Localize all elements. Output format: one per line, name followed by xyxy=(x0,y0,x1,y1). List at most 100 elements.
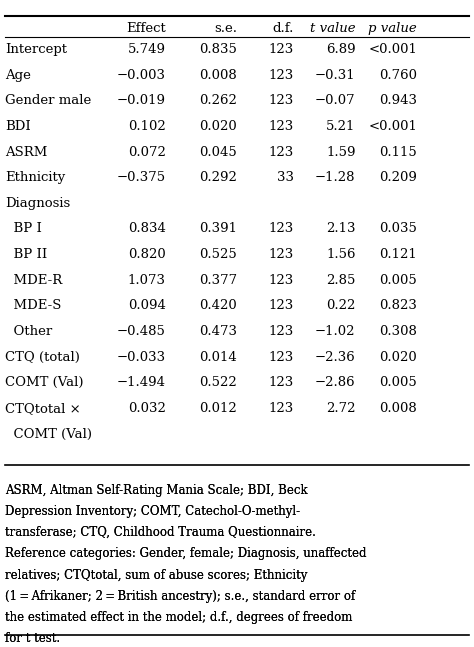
Text: transferase; CTQ, Childhood Trauma Questionnaire.: transferase; CTQ, Childhood Trauma Quest… xyxy=(5,526,316,539)
Text: relatives; CTQtotal, sum of abuse scores; Ethnicity: relatives; CTQtotal, sum of abuse scores… xyxy=(5,569,307,582)
Text: 5.21: 5.21 xyxy=(326,120,356,133)
Text: BP II: BP II xyxy=(5,248,47,261)
Text: 123: 123 xyxy=(269,223,294,236)
Text: 123: 123 xyxy=(269,325,294,338)
Text: 123: 123 xyxy=(269,94,294,107)
Text: MDE-R: MDE-R xyxy=(5,274,62,287)
Text: 123: 123 xyxy=(269,300,294,313)
Text: 2.13: 2.13 xyxy=(326,223,356,236)
Text: 2.85: 2.85 xyxy=(326,274,356,287)
Text: 0.008: 0.008 xyxy=(199,69,237,82)
Text: p value: p value xyxy=(368,23,417,36)
Text: 0.473: 0.473 xyxy=(199,325,237,338)
Text: 1.59: 1.59 xyxy=(326,146,356,159)
Text: <0.001: <0.001 xyxy=(368,43,417,56)
Text: 123: 123 xyxy=(269,274,294,287)
Text: 0.094: 0.094 xyxy=(128,300,166,313)
Text: transferase; CTQ, Childhood Trauma Questionnaire.: transferase; CTQ, Childhood Trauma Quest… xyxy=(5,526,316,539)
Text: 123: 123 xyxy=(269,351,294,364)
Text: 123: 123 xyxy=(269,377,294,389)
Text: 0.032: 0.032 xyxy=(128,402,166,415)
Text: the estimated effect in the model; d.f., degrees of freedom: the estimated effect in the model; d.f.,… xyxy=(5,611,352,624)
Text: −0.31: −0.31 xyxy=(315,69,356,82)
Text: 0.391: 0.391 xyxy=(199,223,237,236)
Text: 0.420: 0.420 xyxy=(199,300,237,313)
Text: −1.494: −1.494 xyxy=(117,377,166,389)
Text: ASRM: ASRM xyxy=(5,146,47,159)
Text: −0.019: −0.019 xyxy=(117,94,166,107)
Text: for t test.: for t test. xyxy=(5,632,60,645)
Text: 0.209: 0.209 xyxy=(379,171,417,184)
Text: CTQtotal ×: CTQtotal × xyxy=(5,402,81,415)
Text: −2.86: −2.86 xyxy=(315,377,356,389)
Text: Depression Inventory; COMT, Catechol-Ο-methyl-: Depression Inventory; COMT, Catechol-Ο-m… xyxy=(5,505,300,518)
Text: 0.072: 0.072 xyxy=(128,146,166,159)
Text: ASRM, Altman Self-Rating Mania Scale; BDI, Beck: ASRM, Altman Self-Rating Mania Scale; BD… xyxy=(5,484,307,497)
Text: relatives; CTQtotal, sum of abuse scores; Ethnicity: relatives; CTQtotal, sum of abuse scores… xyxy=(5,569,307,582)
Text: Intercept: Intercept xyxy=(5,43,67,56)
Text: 1.073: 1.073 xyxy=(128,274,166,287)
Text: Age: Age xyxy=(5,69,31,82)
Text: CTQ (total): CTQ (total) xyxy=(5,351,80,364)
Text: 123: 123 xyxy=(269,43,294,56)
Text: 0.22: 0.22 xyxy=(326,300,356,313)
Text: −0.485: −0.485 xyxy=(117,325,166,338)
Text: −2.36: −2.36 xyxy=(315,351,356,364)
Text: 0.020: 0.020 xyxy=(379,351,417,364)
Text: 0.522: 0.522 xyxy=(199,377,237,389)
Text: the estimated effect in the model; d.f., degrees of freedom: the estimated effect in the model; d.f.,… xyxy=(5,611,352,624)
Text: 123: 123 xyxy=(269,248,294,261)
Text: 0.121: 0.121 xyxy=(379,248,417,261)
Text: 0.035: 0.035 xyxy=(379,223,417,236)
Text: −0.003: −0.003 xyxy=(117,69,166,82)
Text: 123: 123 xyxy=(269,402,294,415)
Text: BDI: BDI xyxy=(5,120,30,133)
Text: 6.89: 6.89 xyxy=(326,43,356,56)
Text: 0.115: 0.115 xyxy=(379,146,417,159)
Text: Diagnosis: Diagnosis xyxy=(5,197,70,210)
Text: 123: 123 xyxy=(269,69,294,82)
Text: Effect: Effect xyxy=(126,23,166,36)
Text: 123: 123 xyxy=(269,146,294,159)
Text: 1.56: 1.56 xyxy=(326,248,356,261)
Text: 0.308: 0.308 xyxy=(379,325,417,338)
Text: t value: t value xyxy=(310,23,356,36)
Text: BP I: BP I xyxy=(5,223,42,236)
Text: 0.292: 0.292 xyxy=(199,171,237,184)
Text: (1 = Afrikaner; 2 = British ancestry); s.e., standard error of: (1 = Afrikaner; 2 = British ancestry); s… xyxy=(5,589,355,603)
Text: 0.820: 0.820 xyxy=(128,248,166,261)
Text: 0.943: 0.943 xyxy=(379,94,417,107)
Text: Depression Inventory; COMT, Catechol-Ο-methyl-: Depression Inventory; COMT, Catechol-Ο-m… xyxy=(5,505,300,518)
Text: 0.008: 0.008 xyxy=(379,402,417,415)
Text: 0.835: 0.835 xyxy=(199,43,237,56)
Text: Gender male: Gender male xyxy=(5,94,91,107)
Text: Ethnicity: Ethnicity xyxy=(5,171,65,184)
Text: (1 = Afrikaner; 2 = British ancestry); s.e., standard error of: (1 = Afrikaner; 2 = British ancestry); s… xyxy=(5,589,355,603)
Text: 33: 33 xyxy=(277,171,294,184)
Text: −1.02: −1.02 xyxy=(315,325,356,338)
Text: d.f.: d.f. xyxy=(273,23,294,36)
Text: 0.525: 0.525 xyxy=(199,248,237,261)
Text: 123: 123 xyxy=(269,120,294,133)
Text: 5.749: 5.749 xyxy=(128,43,166,56)
Text: MDE-S: MDE-S xyxy=(5,300,61,313)
Text: 0.834: 0.834 xyxy=(128,223,166,236)
Text: 0.045: 0.045 xyxy=(199,146,237,159)
Text: <0.001: <0.001 xyxy=(368,120,417,133)
Text: 0.377: 0.377 xyxy=(199,274,237,287)
Text: COMT (Val): COMT (Val) xyxy=(5,377,83,389)
Text: 0.262: 0.262 xyxy=(199,94,237,107)
Text: Other: Other xyxy=(5,325,52,338)
Text: −0.375: −0.375 xyxy=(117,171,166,184)
Text: ASRM, Altman Self-Rating Mania Scale; BDI, Beck: ASRM, Altman Self-Rating Mania Scale; BD… xyxy=(5,484,307,497)
Text: 2.72: 2.72 xyxy=(326,402,356,415)
Text: 0.760: 0.760 xyxy=(379,69,417,82)
Text: 0.102: 0.102 xyxy=(128,120,166,133)
Text: −0.07: −0.07 xyxy=(315,94,356,107)
Text: 0.823: 0.823 xyxy=(379,300,417,313)
Text: Reference categories: Gender, female; Diagnosis, unaffected: Reference categories: Gender, female; Di… xyxy=(5,547,366,560)
Text: 0.014: 0.014 xyxy=(199,351,237,364)
Text: 0.005: 0.005 xyxy=(379,377,417,389)
Text: COMT (Val): COMT (Val) xyxy=(5,428,92,441)
Text: −1.28: −1.28 xyxy=(315,171,356,184)
